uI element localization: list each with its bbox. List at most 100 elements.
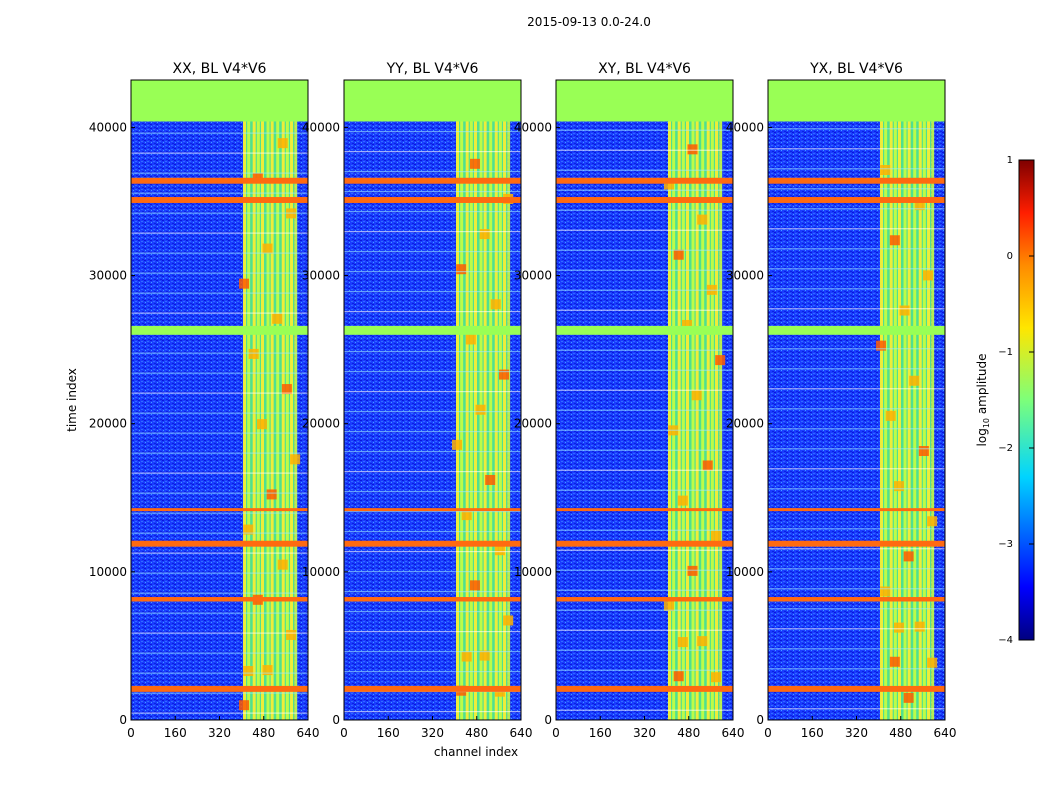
time-line (768, 628, 945, 630)
colorbar-tick-label: 1 (1007, 155, 1013, 166)
time-line (556, 209, 733, 211)
channel-stripe (672, 80, 676, 720)
channel-stripe (927, 80, 931, 720)
y-tick-label: 20000 (89, 417, 127, 431)
hot-spot (452, 439, 463, 450)
x-tick-label: 640 (510, 726, 533, 740)
time-line (556, 409, 733, 411)
channel-stripe (247, 80, 251, 720)
colorbar-gradient (1018, 159, 1035, 641)
time-line (131, 252, 308, 254)
time-line (768, 608, 945, 610)
y-tick-label: 0 (332, 713, 340, 727)
time-line (131, 432, 308, 434)
time-line (344, 711, 521, 713)
channel-stripe (893, 80, 897, 720)
channel-stripe (469, 80, 473, 720)
y-tick-label: 20000 (726, 417, 764, 431)
panel-title: XY, BL V4*V6 (598, 61, 691, 77)
hot-spot (927, 657, 938, 668)
time-line (344, 151, 521, 153)
hot-spot (697, 214, 708, 225)
channel-stripe (294, 80, 298, 720)
flagged-band (344, 508, 521, 512)
time-line (131, 352, 308, 354)
hot-spot (456, 264, 467, 275)
channel-stripe (479, 80, 483, 720)
time-line (768, 168, 945, 170)
channel-stripe (270, 80, 274, 720)
x-tick-label: 480 (252, 726, 275, 740)
y-tick-label: 40000 (89, 120, 127, 134)
channel-stripe (715, 80, 719, 720)
hot-spot (469, 158, 480, 169)
y-tick-label: 40000 (302, 120, 340, 134)
hot-spot (465, 334, 476, 345)
time-line (344, 351, 521, 353)
time-line (556, 389, 733, 391)
flagged-band (344, 597, 521, 602)
time-line (768, 368, 945, 370)
time-line (556, 629, 733, 631)
time-line (131, 552, 308, 554)
hot-spot (239, 700, 250, 711)
time-line (344, 571, 521, 573)
time-line (131, 292, 308, 294)
hot-spot (889, 235, 900, 246)
panel-1: XX, BL V4*V6 0 160 320 480 640 0 10000 20000 3000… (89, 61, 320, 740)
time-line (768, 288, 945, 290)
colorbar-tick-label: 0 (1007, 251, 1013, 262)
channel-stripe (256, 80, 260, 720)
x-tick-label: 320 (633, 726, 656, 740)
flagged-band (768, 508, 945, 512)
channel-stripe (880, 80, 884, 720)
time-line (556, 309, 733, 311)
hot-spot (914, 200, 925, 211)
hot-spot (243, 524, 254, 535)
time-line (131, 472, 308, 474)
channel-stripe (918, 80, 922, 720)
colorbar: 10−1−2−3−4 log10 amplitude (975, 155, 1035, 646)
hot-spot (677, 495, 688, 506)
time-line (131, 412, 308, 414)
time-line (131, 232, 308, 234)
channel-stripe (719, 80, 723, 720)
x-tick-label: 320 (208, 726, 231, 740)
hot-spot (664, 179, 675, 190)
flagged-band (131, 97, 308, 122)
channel-stripe (907, 80, 911, 720)
channel-stripe (681, 80, 685, 720)
time-line (768, 128, 945, 130)
time-line (768, 528, 945, 530)
time-line (556, 549, 733, 551)
y-tick-label: 10000 (302, 565, 340, 579)
time-line (768, 588, 945, 590)
y-tick-label: 40000 (726, 120, 764, 134)
channel-stripe (685, 80, 689, 720)
channel-stripe (465, 80, 469, 720)
x-tick-label: 480 (677, 726, 700, 740)
y-tick-label: 30000 (514, 269, 552, 283)
x-tick-label: 320 (845, 726, 868, 740)
channel-stripe (494, 80, 498, 720)
hot-spot (277, 559, 288, 570)
time-line (131, 372, 308, 374)
hot-spot (248, 348, 259, 359)
time-line (768, 308, 945, 310)
panel-2: YY, BL V4*V6 0 160 320 480 640 0 10000 20000 3000… (302, 61, 533, 740)
hot-spot (490, 299, 501, 310)
time-line (768, 708, 945, 710)
panel-title: YX, BL V4*V6 (809, 61, 903, 77)
flagged-band (556, 540, 733, 547)
channel-stripe (473, 80, 477, 720)
hot-spot (243, 666, 254, 677)
top-flag (344, 80, 521, 100)
flagged-band (768, 197, 945, 203)
time-line (344, 531, 521, 533)
hot-spot (499, 369, 510, 380)
time-line (556, 349, 733, 351)
hot-spot (691, 390, 702, 401)
hot-spot (673, 671, 684, 682)
flagged-band (131, 197, 308, 203)
x-tick-label: 320 (421, 726, 444, 740)
